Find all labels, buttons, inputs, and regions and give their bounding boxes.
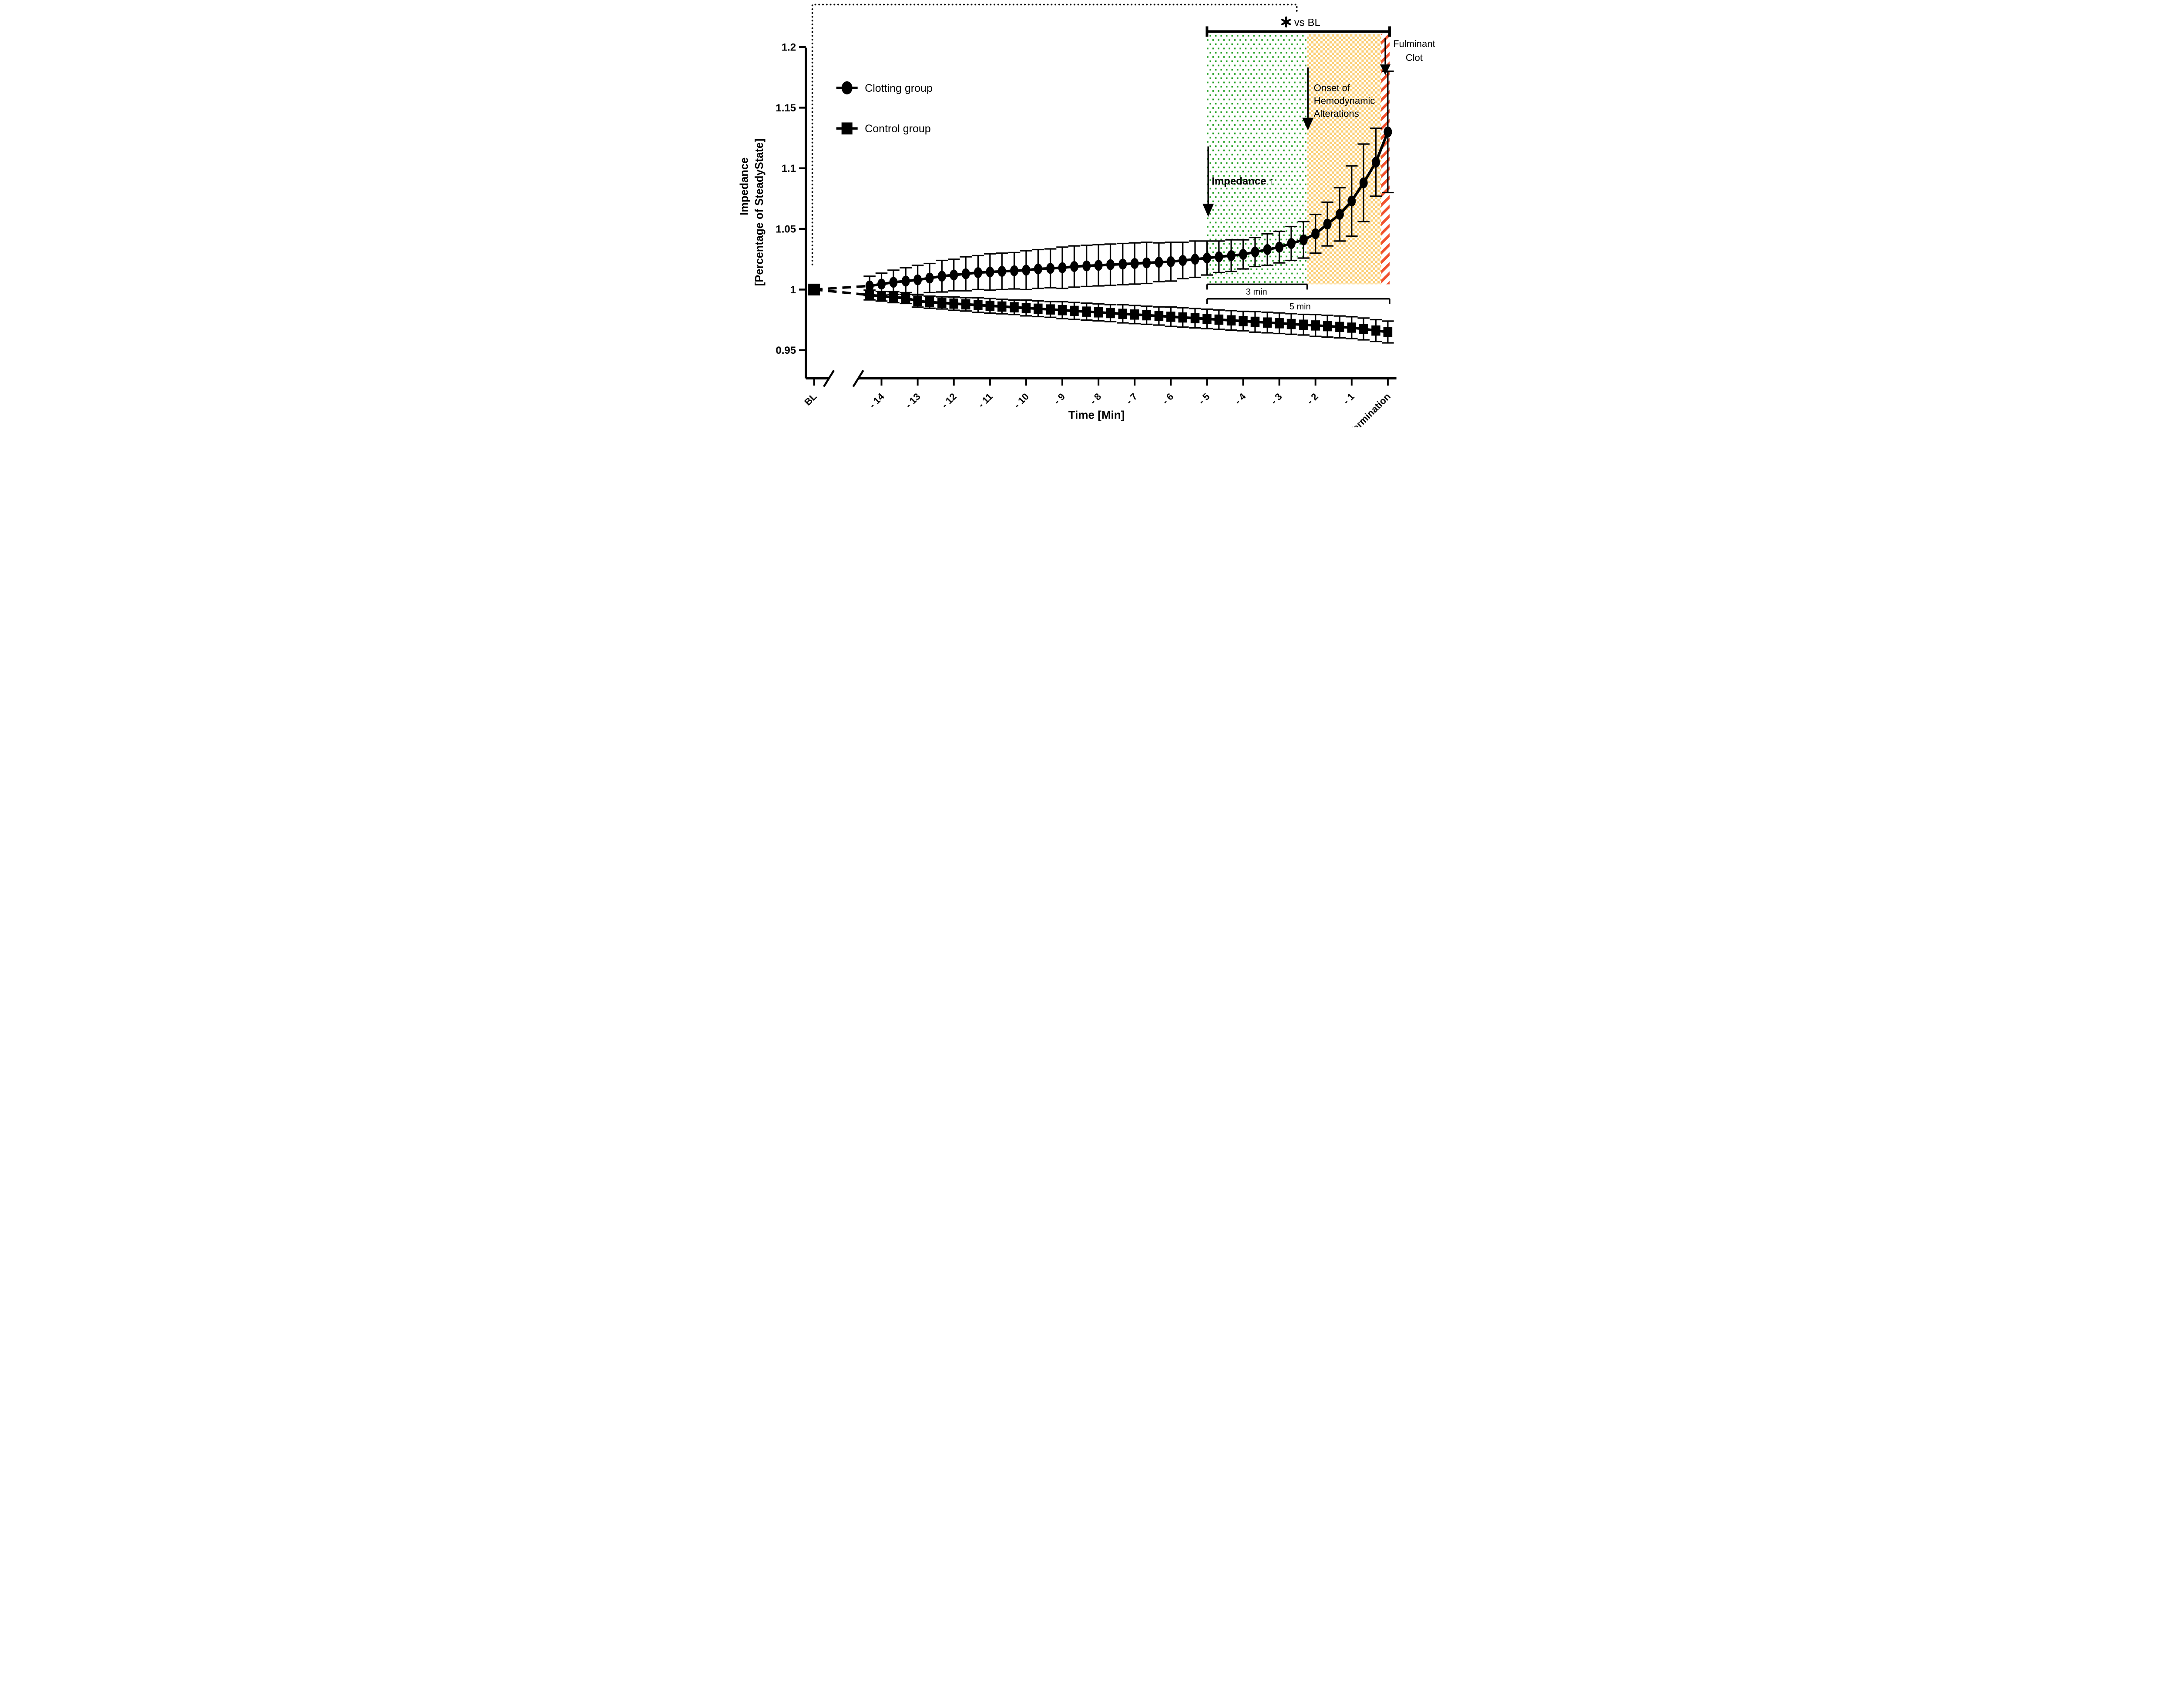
baseline-connector [814,288,870,296]
fulminant-label-line: Clot [1406,52,1423,63]
series-clotting-group-markers [865,126,1392,292]
impedance-time-figure: vs BL 1.2 1.15 1.1 1.05 1 0.95 Impedance [Percen… [735,0,1441,427]
impedance-increase-annotation: Impedance ↑ [1202,146,1274,217]
baseline-connector [814,285,870,291]
y-tick-label: 1.2 [782,42,796,54]
duration-brackets: 3 min 5 min [1206,283,1390,312]
y-axis-title-line1: Impedance [739,158,751,215]
baseline-reference-dotted-line [811,3,1298,265]
onset-label-line: Onset of [1314,83,1350,94]
legend-label: Control group [865,123,930,135]
three-min-label: 3 min [1246,287,1267,297]
y-tick-label: 1.15 [776,102,796,114]
hemodynamic-region [1307,34,1381,285]
legend: Clotting group Control group [836,81,933,135]
y-axis-title-line2: [Percentage of SteadyState] [753,138,766,286]
series-control-group-markers [865,290,1393,337]
x-axis-title: Time [Min] [1068,409,1125,422]
legend-circle-icon [841,81,853,94]
y-tick-label: 0.95 [776,345,796,356]
legend-label: Clotting group [865,82,933,94]
y-tick-label: 1 [790,284,796,296]
onset-label-line: Hemodynamic [1314,95,1375,106]
y-tick-label: 1.05 [776,224,796,235]
legend-square-icon [841,122,853,134]
vs-bl-label: vs BL [1294,17,1320,29]
y-tick-label: 1.1 [782,163,796,174]
fulminant-label-line: Fulminant [1393,38,1435,49]
vs-bl-bracket: vs BL [1206,16,1391,37]
series-control-group [814,288,1394,344]
y-axis: 1.2 1.15 1.1 1.05 1 0.95 Impedance [Percentage … [739,42,806,356]
axes [805,47,1397,387]
impedance-chart: vs BL 1.2 1.15 1.1 1.05 1 0.95 Impedance [Percen… [735,0,1441,427]
down-arrow-icon [1302,117,1314,131]
asterisk-icon [1281,16,1291,28]
impedance-up-label: Impedance ↑ [1212,175,1274,187]
five-min-label: 5 min [1289,302,1311,312]
series-clotting-group [814,70,1394,296]
onset-label-line: Alterations [1314,108,1359,119]
fulminant-clot-annotation: Fulminant Clot [1380,38,1435,75]
baseline-marker [808,283,820,295]
down-arrow-icon [1380,64,1391,75]
phase-regions [1207,34,1390,285]
down-arrow-icon [1202,204,1214,217]
